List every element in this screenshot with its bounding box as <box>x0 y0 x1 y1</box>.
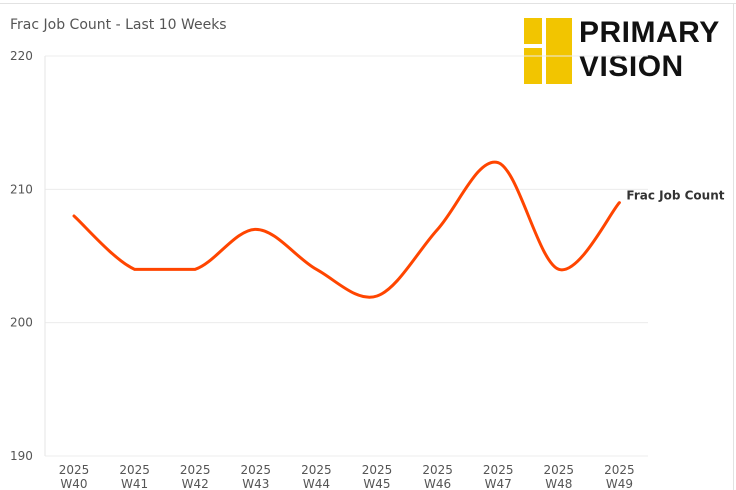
x-tick-year: 2025 <box>422 463 453 477</box>
x-tick-week: W48 <box>545 477 572 490</box>
x-tick-label: 2025 W48 <box>544 463 575 490</box>
logo-block-upper <box>524 18 542 44</box>
x-tick-week: W46 <box>424 477 451 490</box>
top-border <box>0 3 736 4</box>
series-layer <box>72 160 621 299</box>
x-tick-label: 2025 W44 <box>301 463 332 490</box>
data-point <box>376 295 379 298</box>
y-tick-label: 220 <box>10 49 33 63</box>
x-tick-label: 2025 W43 <box>241 463 272 490</box>
x-tick-year: 2025 <box>180 463 211 477</box>
x-tick-year: 2025 <box>483 463 514 477</box>
data-point <box>73 215 76 218</box>
x-tick-week: W49 <box>606 477 633 490</box>
grid-layer <box>45 55 648 457</box>
x-tick-label: 2025 W40 <box>59 463 90 490</box>
chart-title: Frac Job Count - Last 10 Weeks <box>10 17 227 33</box>
y-tick-label: 200 <box>10 316 33 330</box>
x-tick-year: 2025 <box>119 463 150 477</box>
x-tick-label: 2025 W45 <box>362 463 393 490</box>
logo-block-tall <box>546 18 572 84</box>
y-tick-label: 190 <box>10 449 33 463</box>
x-tick-label: 2025 W47 <box>483 463 514 490</box>
data-point <box>557 268 560 271</box>
x-tick-week: W47 <box>485 477 512 490</box>
series-line-0 <box>72 160 621 299</box>
data-point <box>497 161 500 164</box>
x-tick-week: W41 <box>121 477 148 490</box>
x-tick-year: 2025 <box>241 463 272 477</box>
x-tick-label: 2025 W41 <box>119 463 150 490</box>
data-point <box>133 268 136 271</box>
x-tick-week: W42 <box>182 477 209 490</box>
x-tick-week: W40 <box>60 477 87 490</box>
x-tick-week: W44 <box>303 477 330 490</box>
data-point <box>315 268 318 271</box>
data-point <box>254 228 257 231</box>
x-tick-week: W43 <box>242 477 269 490</box>
x-tick-year: 2025 <box>544 463 575 477</box>
x-tick-label: 2025 W46 <box>422 463 453 490</box>
x-tick-week: W45 <box>363 477 390 490</box>
series-label: Frac Job Count <box>626 189 724 203</box>
x-tick-year: 2025 <box>59 463 90 477</box>
x-tick-year: 2025 <box>362 463 393 477</box>
logo-block-lower <box>524 48 542 84</box>
logo-mark-icon <box>524 18 572 84</box>
y-tick-label: 210 <box>10 182 33 196</box>
right-border <box>733 3 734 490</box>
x-tick-year: 2025 <box>301 463 332 477</box>
logo-text-line1: PRIMARY <box>579 16 720 49</box>
data-point <box>436 228 439 231</box>
x-tick-year: 2025 <box>604 463 635 477</box>
data-point <box>194 268 197 271</box>
x-tick-label: 2025 W49 <box>604 463 635 490</box>
x-tick-label: 2025 W42 <box>180 463 211 490</box>
data-point <box>618 201 621 204</box>
